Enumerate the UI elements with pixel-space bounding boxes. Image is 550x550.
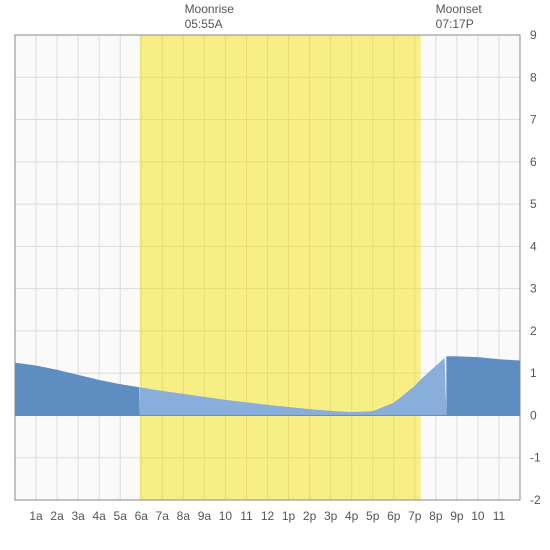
moonset-title: Moonset	[436, 2, 482, 17]
svg-text:3: 3	[530, 282, 537, 296]
svg-text:2p: 2p	[303, 509, 317, 523]
svg-text:1a: 1a	[29, 509, 43, 523]
svg-text:10: 10	[219, 509, 233, 523]
chart-svg: -2-101234567891a2a3a4a5a6a7a8a9a1011121p…	[0, 0, 550, 550]
svg-text:7: 7	[530, 113, 537, 127]
svg-text:11: 11	[240, 509, 253, 523]
tide-moon-chart: -2-101234567891a2a3a4a5a6a7a8a9a1011121p…	[0, 0, 550, 550]
svg-text:7a: 7a	[156, 509, 170, 523]
moonset-time: 07:17P	[436, 17, 482, 32]
svg-text:5: 5	[530, 197, 537, 211]
svg-text:12: 12	[261, 509, 275, 523]
moonrise-time: 05:55A	[185, 17, 234, 32]
svg-text:3p: 3p	[324, 509, 338, 523]
moonrise-annotation: Moonrise 05:55A	[185, 2, 234, 32]
svg-text:1p: 1p	[282, 509, 296, 523]
svg-text:6a: 6a	[135, 509, 149, 523]
svg-text:-1: -1	[530, 451, 541, 465]
svg-text:7p: 7p	[408, 509, 422, 523]
svg-text:6p: 6p	[387, 509, 401, 523]
svg-text:9: 9	[530, 28, 537, 42]
svg-text:5p: 5p	[366, 509, 380, 523]
moonset-annotation: Moonset 07:17P	[436, 2, 482, 32]
svg-text:4: 4	[530, 239, 537, 253]
svg-text:9p: 9p	[450, 509, 464, 523]
svg-text:11: 11	[493, 509, 506, 523]
svg-text:8: 8	[530, 70, 537, 84]
svg-text:1: 1	[530, 366, 537, 380]
svg-text:9a: 9a	[198, 509, 212, 523]
svg-text:-2: -2	[530, 493, 541, 507]
svg-text:0: 0	[530, 408, 537, 422]
svg-text:4p: 4p	[345, 509, 359, 523]
svg-text:8a: 8a	[177, 509, 191, 523]
svg-text:4a: 4a	[92, 509, 106, 523]
svg-text:8p: 8p	[429, 509, 443, 523]
svg-text:3a: 3a	[71, 509, 85, 523]
moonrise-title: Moonrise	[185, 2, 234, 17]
svg-text:5a: 5a	[114, 509, 128, 523]
svg-text:10: 10	[471, 509, 485, 523]
svg-text:2a: 2a	[50, 509, 64, 523]
svg-text:2: 2	[530, 324, 537, 338]
svg-text:6: 6	[530, 155, 537, 169]
